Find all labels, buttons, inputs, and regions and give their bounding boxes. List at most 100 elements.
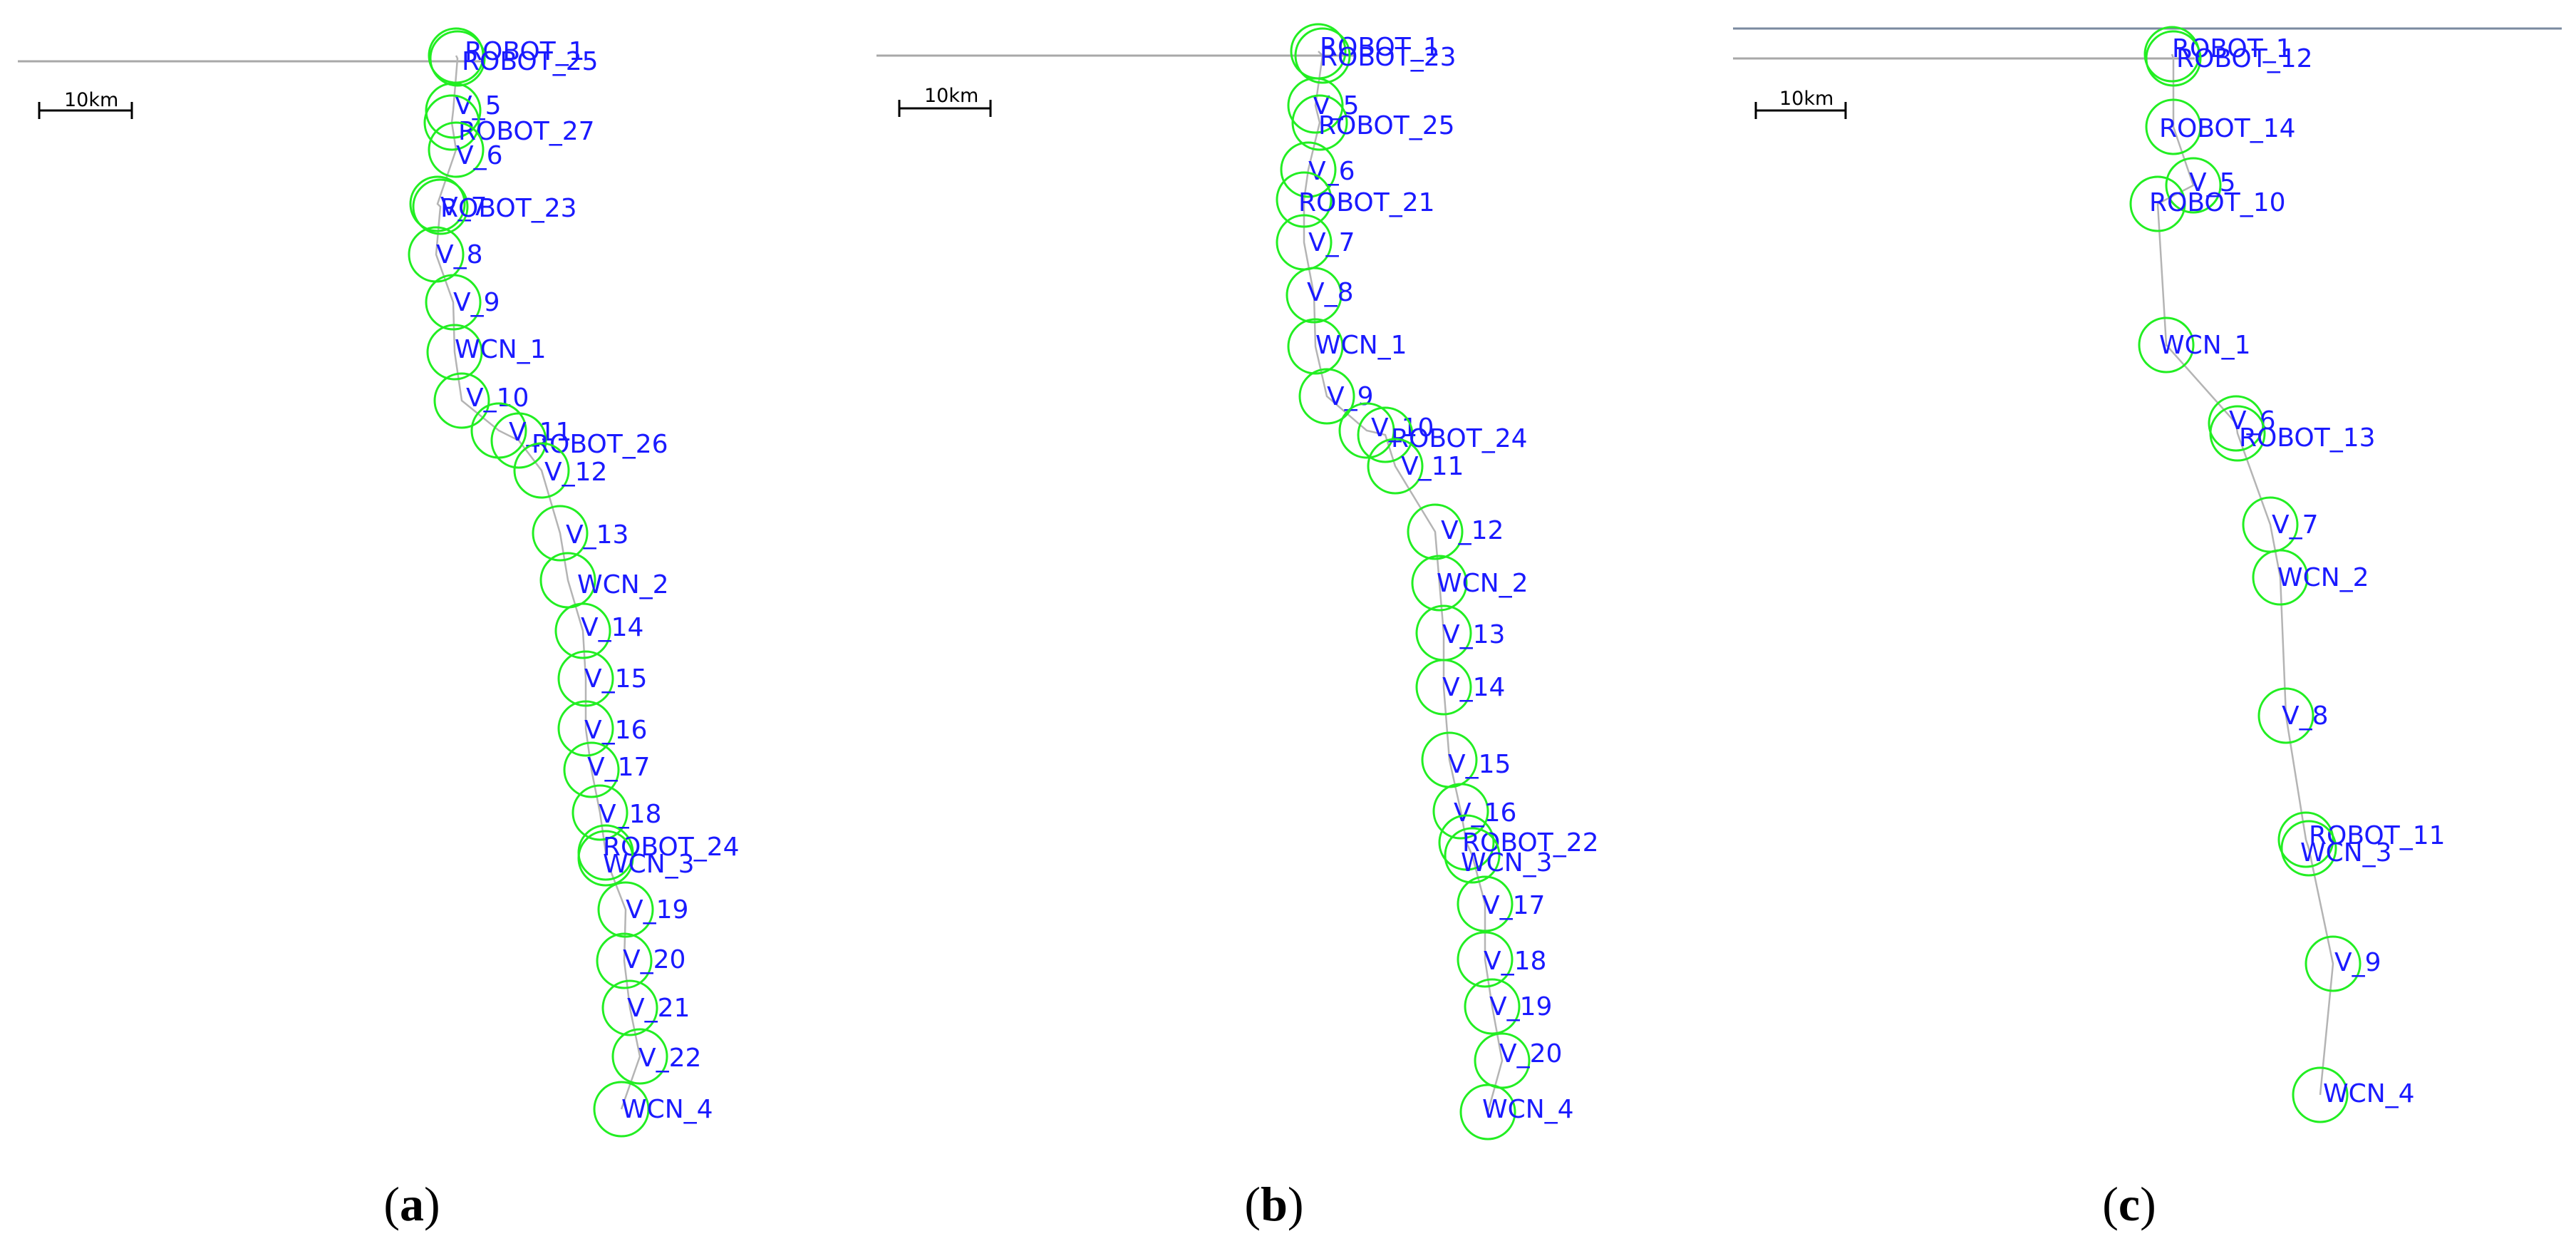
node-circle (596, 932, 653, 989)
node-circle (557, 700, 614, 757)
panel-c-links (2156, 53, 2334, 1096)
node-label: V_6 (456, 141, 503, 170)
node-label: V_15 (584, 664, 647, 694)
node-circle (425, 82, 482, 139)
panel-c-scale-label: 10km (1779, 88, 1833, 110)
panel-b-caption: (b) (1244, 1177, 1303, 1231)
node-label: ROBOT_13 (2239, 423, 2376, 453)
node-circle (1444, 827, 1501, 884)
node-circle (1432, 783, 1489, 840)
node-label: V_19 (1489, 992, 1552, 1021)
node-label: ROBOT_1 (1320, 33, 1440, 62)
panel-a-caption: (a) (383, 1177, 440, 1231)
node-circle (2138, 316, 2195, 374)
node-label: ROBOT_11 (2309, 821, 2446, 850)
node-label: V_17 (587, 753, 650, 782)
node-circle (571, 784, 629, 841)
panel-c-nodes: ROBOT_1ROBOT_12ROBOT_14V_5ROBOT_10WCN_1V… (2129, 26, 2446, 1123)
node-label: ROBOT_25 (1318, 111, 1455, 140)
node-circle (554, 602, 611, 659)
node-label: V_8 (436, 240, 483, 269)
node-circle (1457, 875, 1514, 932)
node-label: WCN_1 (2159, 331, 2251, 360)
node-label: V_19 (626, 895, 688, 925)
node-circle (1459, 1083, 1516, 1141)
node-label: WCN_2 (577, 570, 669, 599)
node-label: V_11 (1401, 452, 1464, 481)
node-circle (426, 324, 483, 381)
panel-a-nodes: ROBOT_1ROBOT_25V_5ROBOT_27V_6V_7ROBOT_23… (408, 27, 740, 1138)
node-label: V_21 (627, 994, 690, 1023)
panel-a-scale-label: 10km (64, 89, 118, 111)
node-label: WCN_3 (603, 850, 695, 879)
node-circle (423, 94, 480, 151)
node-circle (1367, 438, 1424, 495)
node-label: ROBOT_25 (462, 47, 599, 76)
node-label: V_13 (1442, 620, 1505, 649)
node-circle (428, 121, 485, 178)
node-circle (429, 30, 486, 87)
node-label: V_7 (1308, 228, 1355, 257)
node-label: V_17 (1482, 891, 1545, 920)
node-label: V_12 (544, 458, 607, 487)
node-label: V_13 (566, 520, 629, 550)
node-label: V_14 (1442, 673, 1505, 702)
panel-c-scale-bar: 10km (1754, 88, 1847, 119)
node-label: V_15 (1448, 750, 1511, 779)
node-circle (1357, 406, 1414, 463)
node-label: WCN_3 (2300, 838, 2392, 868)
node-circle (1457, 931, 1514, 988)
node-label: ROBOT_23 (1320, 43, 1457, 72)
node-circle (532, 505, 589, 562)
node-circle (2209, 405, 2266, 462)
node-label: V_8 (2282, 701, 2329, 731)
node-circle (2129, 175, 2186, 232)
node-circle (2305, 935, 2362, 992)
node-label: V_20 (623, 945, 686, 974)
node-circle (2165, 157, 2222, 214)
node-circle (433, 372, 490, 429)
node-label: V_6 (1308, 157, 1355, 186)
node-circle (513, 442, 570, 499)
node-label: ROBOT_21 (1298, 188, 1435, 217)
node-circle (2252, 549, 2309, 606)
node-label: V_22 (638, 1044, 701, 1073)
node-circle (557, 650, 614, 707)
node-circle (412, 178, 469, 235)
node-circle (409, 175, 466, 232)
node-label: WCN_4 (2323, 1079, 2415, 1108)
node-label: V_10 (466, 383, 529, 413)
node-circle (1415, 659, 1472, 716)
node-circle (1287, 318, 1344, 375)
node-label: WCN_1 (455, 335, 547, 364)
node-circle (2145, 30, 2202, 87)
node-circle (2277, 811, 2334, 868)
node-circle (597, 881, 654, 938)
node-label: ROBOT_23 (440, 194, 577, 223)
node-label: V_9 (453, 288, 500, 317)
node-label: WCN_2 (1437, 569, 1528, 598)
node-circle (1287, 77, 1344, 134)
node-circle (1338, 402, 1395, 459)
node-circle (2143, 26, 2200, 83)
panel-c: 10km ROBOT_1ROBOT_12ROBOT_14V_5ROBOT_10W… (1733, 26, 2562, 1231)
node-label: WCN_2 (2277, 563, 2369, 592)
node-circle (2145, 98, 2202, 155)
node-label: WCN_3 (1461, 848, 1553, 877)
node-label: V_12 (1441, 516, 1504, 545)
node-label: V_16 (584, 716, 647, 745)
node-circle (2280, 820, 2337, 877)
node-circle (563, 741, 620, 798)
node-circle (1411, 555, 1468, 612)
node-label: V_18 (599, 800, 661, 829)
node-label: ROBOT_22 (1462, 828, 1599, 858)
node-label: ROBOT_12 (2176, 44, 2313, 73)
node-label: V_7 (440, 192, 487, 222)
panel-b-scale-bar: 10km (898, 85, 992, 117)
node-label: V_8 (1307, 278, 1354, 307)
node-circle (1286, 267, 1343, 324)
node-label: V_20 (1499, 1039, 1562, 1069)
node-label: WCN_1 (1315, 331, 1407, 360)
node-circle (1280, 141, 1337, 198)
